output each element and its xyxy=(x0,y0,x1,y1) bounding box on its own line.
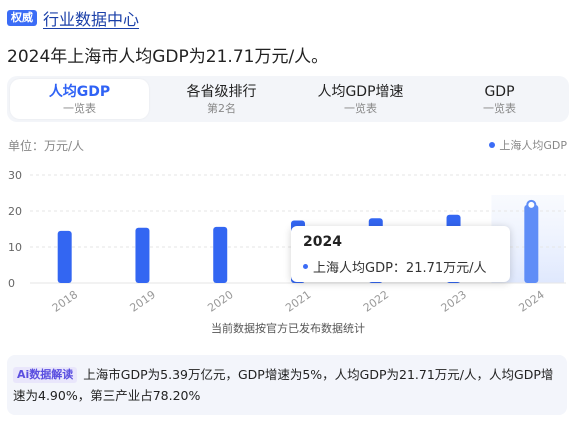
tab-title: 人均GDP增速 xyxy=(317,83,404,100)
series-dot-icon xyxy=(303,264,308,269)
bar xyxy=(135,227,150,283)
tab-title: 人均GDP xyxy=(48,83,111,100)
source-note: 当前数据按官方已发布数据统计 xyxy=(211,322,365,335)
x-tick-label: 2020 xyxy=(205,288,235,315)
chart-legend[interactable]: 上海人均GDP xyxy=(489,137,567,153)
ai-summary: Ai数据解读 上海市GDP为5.39万亿元，GDP增速为5%，人均GDP为21.7… xyxy=(13,364,561,406)
chart-tooltip: 2024 上海人均GDP：21.71万元/人 xyxy=(291,226,510,282)
tooltip-title: 2024 xyxy=(303,234,342,250)
x-tick-label: 2019 xyxy=(128,288,158,315)
x-tick-label: 2022 xyxy=(361,288,391,315)
tab-subtitle: 第2名 xyxy=(207,101,236,115)
ai-summary-text: 上海市GDP为5.39万亿元，GDP增速为5%，人均GDP为21.71万元/人，… xyxy=(13,367,554,403)
y-tick-label: 20 xyxy=(8,205,22,218)
x-tick-label: 2021 xyxy=(283,288,313,315)
bar xyxy=(213,226,228,283)
tooltip-value: 上海人均GDP：21.71万元/人 xyxy=(313,261,487,276)
tab-per-capita-gdp[interactable]: 人均GDP 一览表 xyxy=(10,79,149,119)
x-tick-label: 2024 xyxy=(516,288,546,315)
legend-dot-icon xyxy=(489,142,496,148)
industry-data-center-link[interactable]: 行业数据中心 xyxy=(43,10,140,29)
header: 权威 行业数据中心 xyxy=(7,8,140,29)
tab-title: GDP xyxy=(484,83,515,100)
headline: 2024年上海市人均GDP为21.71万元/人。 xyxy=(7,47,329,67)
tooltip-row: 上海人均GDP：21.71万元/人 xyxy=(303,257,487,276)
highlight-point-marker xyxy=(526,199,537,210)
tab-province-ranking[interactable]: 各省级排行 第2名 xyxy=(152,76,291,122)
tab-per-capita-gdp-growth[interactable]: 人均GDP增速 一览表 xyxy=(291,76,430,122)
ai-interpretation-tag: Ai数据解读 xyxy=(13,367,78,383)
y-tick-label: 30 xyxy=(8,169,22,182)
x-tick-label: 2023 xyxy=(439,288,469,315)
authority-badge: 权威 xyxy=(7,10,37,26)
bar xyxy=(524,204,539,283)
ai-summary-box: Ai数据解读 上海市GDP为5.39万亿元，GDP增速为5%，人均GDP为21.7… xyxy=(7,355,567,415)
unit-label: 单位：万元/人 xyxy=(8,139,85,153)
tab-gdp[interactable]: GDP 一览表 xyxy=(430,76,569,122)
tab-subtitle: 一览表 xyxy=(63,101,96,115)
y-tick-label: 0 xyxy=(8,277,15,290)
tab-title: 各省级排行 xyxy=(186,83,257,100)
tab-subtitle: 一览表 xyxy=(344,101,377,115)
tab-bar: 人均GDP 一览表 各省级排行 第2名 人均GDP增速 一览表 GDP 一览表 xyxy=(7,76,569,122)
tab-subtitle: 一览表 xyxy=(483,101,516,115)
legend-label: 上海人均GDP xyxy=(499,139,567,152)
bar xyxy=(57,230,72,283)
x-tick-label: 2018 xyxy=(50,288,80,315)
y-tick-label: 10 xyxy=(8,241,22,254)
